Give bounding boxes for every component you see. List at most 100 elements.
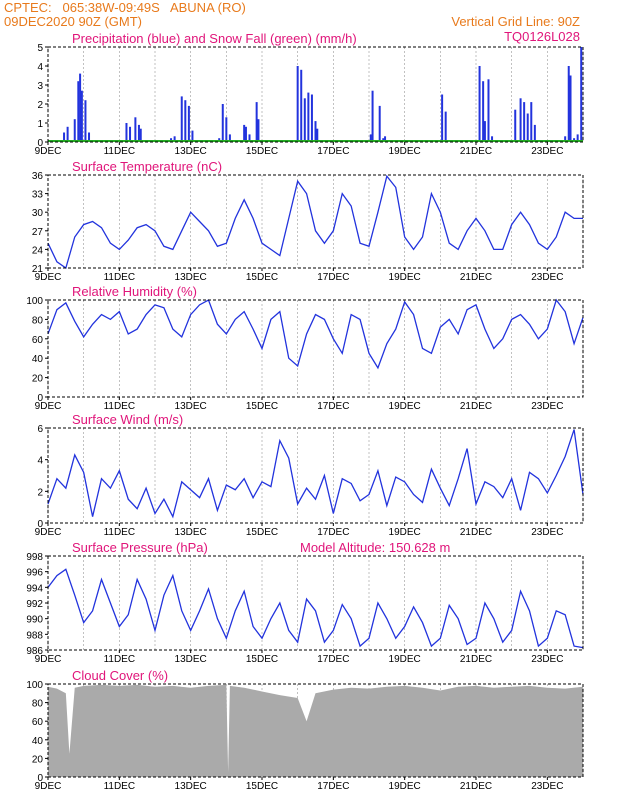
y-tick-label: 998 [26, 552, 43, 563]
precip-bar [248, 134, 251, 142]
x-tick-label: 11DEC [104, 272, 136, 283]
panel-title: Surface Wind (m/s) [72, 412, 183, 427]
precip-bar [478, 66, 481, 142]
y-tick-label: 992 [26, 599, 43, 610]
x-tick-label: 17DEC [317, 401, 349, 412]
precip-bar [66, 126, 69, 142]
precip-bar [129, 126, 132, 142]
precip-bar [526, 113, 529, 142]
precip-bar [139, 128, 142, 142]
x-tick-label: 19DEC [389, 654, 421, 665]
y-tick-label: 40 [32, 736, 44, 747]
y-tick-label: 988 [26, 630, 43, 641]
precip-bar [184, 100, 187, 142]
precip-bar [564, 136, 567, 142]
x-tick-label: 11DEC [104, 527, 136, 538]
y-tick-label: 36 [32, 171, 44, 182]
precip-bar [482, 81, 485, 142]
precip-bar [533, 124, 536, 142]
x-tick-label: 13DEC [175, 401, 207, 412]
precip-bar [187, 105, 190, 142]
x-tick-label: 15DEC [246, 527, 278, 538]
panel-frame [47, 46, 584, 143]
precip-bar [257, 119, 260, 142]
y-tick-label: 33 [32, 190, 44, 201]
y-tick-label: 27 [32, 227, 44, 238]
panel-title: Relative Humidity (%) [72, 284, 197, 299]
x-tick-label: 17DEC [317, 781, 349, 792]
x-tick-label: 23DEC [531, 146, 563, 157]
precip-bar [191, 130, 194, 142]
y-tick-label: 996 [26, 568, 43, 579]
y-tick-label: 0 [37, 773, 43, 784]
x-tick-label: 13DEC [175, 654, 207, 665]
y-tick-label: 3 [37, 81, 43, 92]
precip-bar [369, 134, 372, 142]
y-tick-label: 2 [37, 487, 43, 498]
precip-bar [483, 121, 486, 142]
x-tick-label: 17DEC [317, 272, 349, 283]
x-tick-label: 19DEC [389, 527, 421, 538]
precip-bar [137, 124, 140, 142]
precip-bar [84, 100, 87, 142]
x-tick-label: 21DEC [460, 401, 492, 412]
y-tick-label: 80 [32, 315, 44, 326]
series-line [47, 568, 584, 649]
x-tick-label: 13DEC [175, 527, 207, 538]
x-tick-label: 9DEC [35, 272, 62, 283]
precip-bar [580, 47, 583, 142]
precip-bar [371, 90, 374, 142]
precip-bar [225, 117, 228, 142]
run-code: TQ0126L028 [504, 29, 580, 44]
precip-bar [88, 132, 91, 142]
panel-frame [47, 174, 584, 269]
x-tick-label: 23DEC [531, 527, 563, 538]
panel-1: 0 1 2 3 4 5 9DEC 11DEC 13DEC 15DEC 17DEC 19DEC 21DEC… [35, 31, 584, 157]
panel-frame [47, 299, 584, 398]
precip-bar [378, 105, 381, 142]
y-tick-label: 990 [26, 615, 43, 626]
x-tick-label: 23DEC [531, 654, 563, 665]
precip-bar [63, 132, 66, 142]
x-tick-label: 21DEC [460, 527, 492, 538]
y-tick-label: 20 [32, 754, 44, 765]
y-tick-label: 5 [37, 43, 43, 54]
x-tick-label: 23DEC [531, 272, 563, 283]
y-tick-label: 0 [37, 519, 43, 530]
precip-bar [79, 73, 82, 142]
panel-title: Precipitation (blue) and Snow Fall (gree… [72, 31, 357, 46]
grid-note: Vertical Grid Line: 90Z [451, 14, 580, 29]
x-tick-label: 17DEC [317, 654, 349, 665]
precip-bar [316, 128, 319, 142]
panel-title: Surface Pressure (hPa) [72, 540, 208, 555]
y-tick-label: 0 [37, 393, 43, 404]
precip-bar [514, 109, 517, 142]
x-tick-label: 15DEC [246, 146, 278, 157]
precip-bar [441, 94, 444, 142]
precip-bar [173, 136, 176, 142]
precip-bar [228, 134, 231, 142]
series-line [47, 429, 584, 519]
y-tick-label: 6 [37, 424, 43, 435]
precip-bar [300, 69, 303, 142]
y-tick-label: 0 [37, 138, 43, 149]
precip-bar [314, 121, 317, 142]
panel-6: 0 20 40 60 80 100 9DEC 11DEC 13DEC 15DEC 17DEC 19DE… [26, 668, 584, 792]
x-tick-label: 17DEC [317, 527, 349, 538]
precip-bar [530, 102, 533, 142]
y-tick-label: 20 [32, 374, 44, 385]
run-date: 09DEC2020 90Z (GMT) [4, 14, 142, 29]
y-tick-label: 4 [37, 456, 43, 467]
panel-annotation: Model Altitude: 150.628 m [300, 540, 450, 555]
panel-title: Surface Temperature (nC) [72, 159, 222, 174]
x-tick-label: 17DEC [317, 146, 349, 157]
x-tick-label: 11DEC [104, 781, 136, 792]
precip-bar [77, 81, 80, 142]
x-tick-label: 21DEC [460, 654, 492, 665]
x-tick-label: 15DEC [246, 272, 278, 283]
y-tick-label: 30 [32, 208, 44, 219]
series-line [47, 298, 584, 370]
x-tick-label: 9DEC [35, 781, 62, 792]
precip-bar [73, 119, 76, 142]
precip-bar [255, 102, 258, 142]
